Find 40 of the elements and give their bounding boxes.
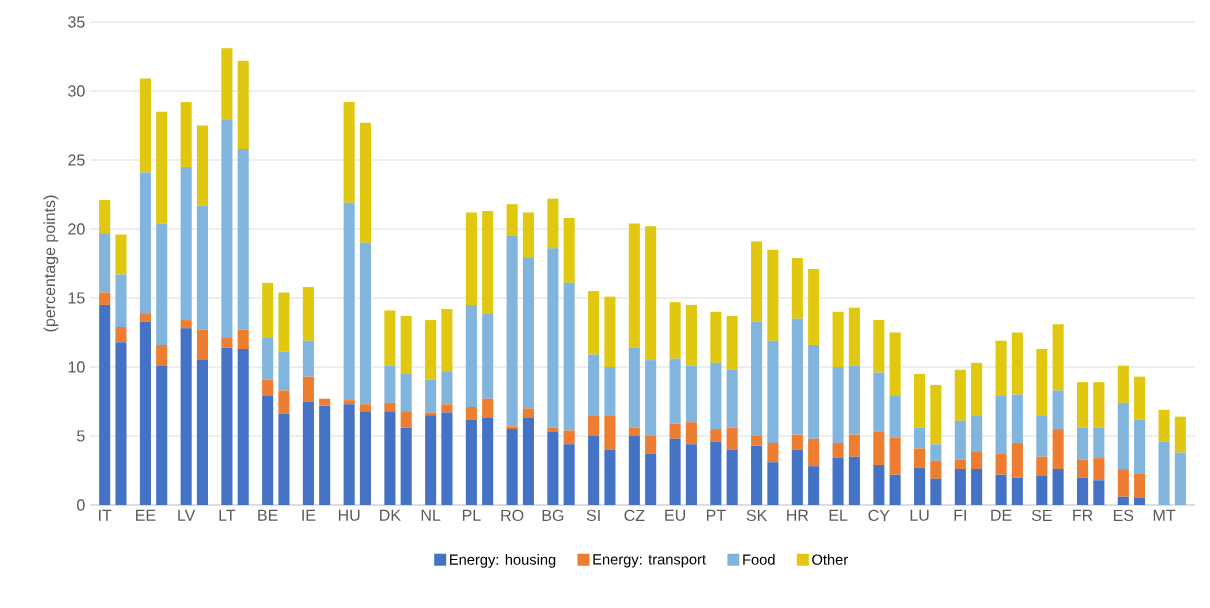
x-tick-label: SI: [586, 509, 600, 522]
x-tick-label: EU: [665, 509, 685, 521]
x-tick-label: MT: [1153, 509, 1176, 521]
x-tick-label: SE: [1031, 509, 1052, 522]
y-tick-label: 5: [77, 430, 85, 442]
x-tick-label: BG: [542, 509, 564, 522]
x-tick-label: IT: [99, 509, 112, 521]
x-tick-label: ES: [1113, 509, 1134, 522]
x-tick-label: HU: [338, 509, 360, 521]
x-tick-label: DK: [380, 509, 401, 521]
y-tick-label: 0: [77, 499, 85, 511]
x-tick-label: BE: [258, 509, 278, 521]
y-tick-label: 25: [68, 154, 85, 166]
y-tick-label: 10: [68, 361, 85, 373]
x-tick-label: DE: [991, 509, 1012, 521]
x-tick-label: LV: [178, 509, 196, 521]
y-tick-label: 30: [68, 85, 85, 97]
y-tick-label: 15: [68, 292, 85, 304]
x-tick-label: HR: [787, 509, 809, 521]
x-tick-label: CZ: [624, 509, 645, 522]
x-tick-label: EL: [829, 509, 848, 521]
y-tick-label: 20: [68, 223, 85, 235]
y-tick-label: 35: [68, 16, 85, 28]
x-tick-label: FR: [1073, 509, 1093, 521]
x-tick-label: PL: [462, 509, 481, 521]
y-axis-title: (percentage points): [43, 195, 59, 332]
x-tick-label: NL: [421, 509, 441, 521]
x-tick-label: IE: [302, 509, 316, 521]
x-tick-label: CY: [868, 509, 890, 522]
x-tick-label: LT: [219, 509, 236, 521]
legend-label: Food: [743, 554, 775, 565]
x-tick-label: EE: [136, 509, 156, 521]
x-tick-label: LU: [910, 509, 929, 521]
x-tick-label: RO: [501, 509, 524, 522]
x-tick-label: SK: [746, 509, 768, 522]
legend-label: Energy: housing: [450, 554, 556, 568]
legend-label: Other: [812, 554, 848, 565]
legend-label: Energy: transport: [593, 554, 706, 568]
x-tick-label: PT: [706, 509, 726, 521]
x-tick-label: FI: [954, 509, 966, 521]
